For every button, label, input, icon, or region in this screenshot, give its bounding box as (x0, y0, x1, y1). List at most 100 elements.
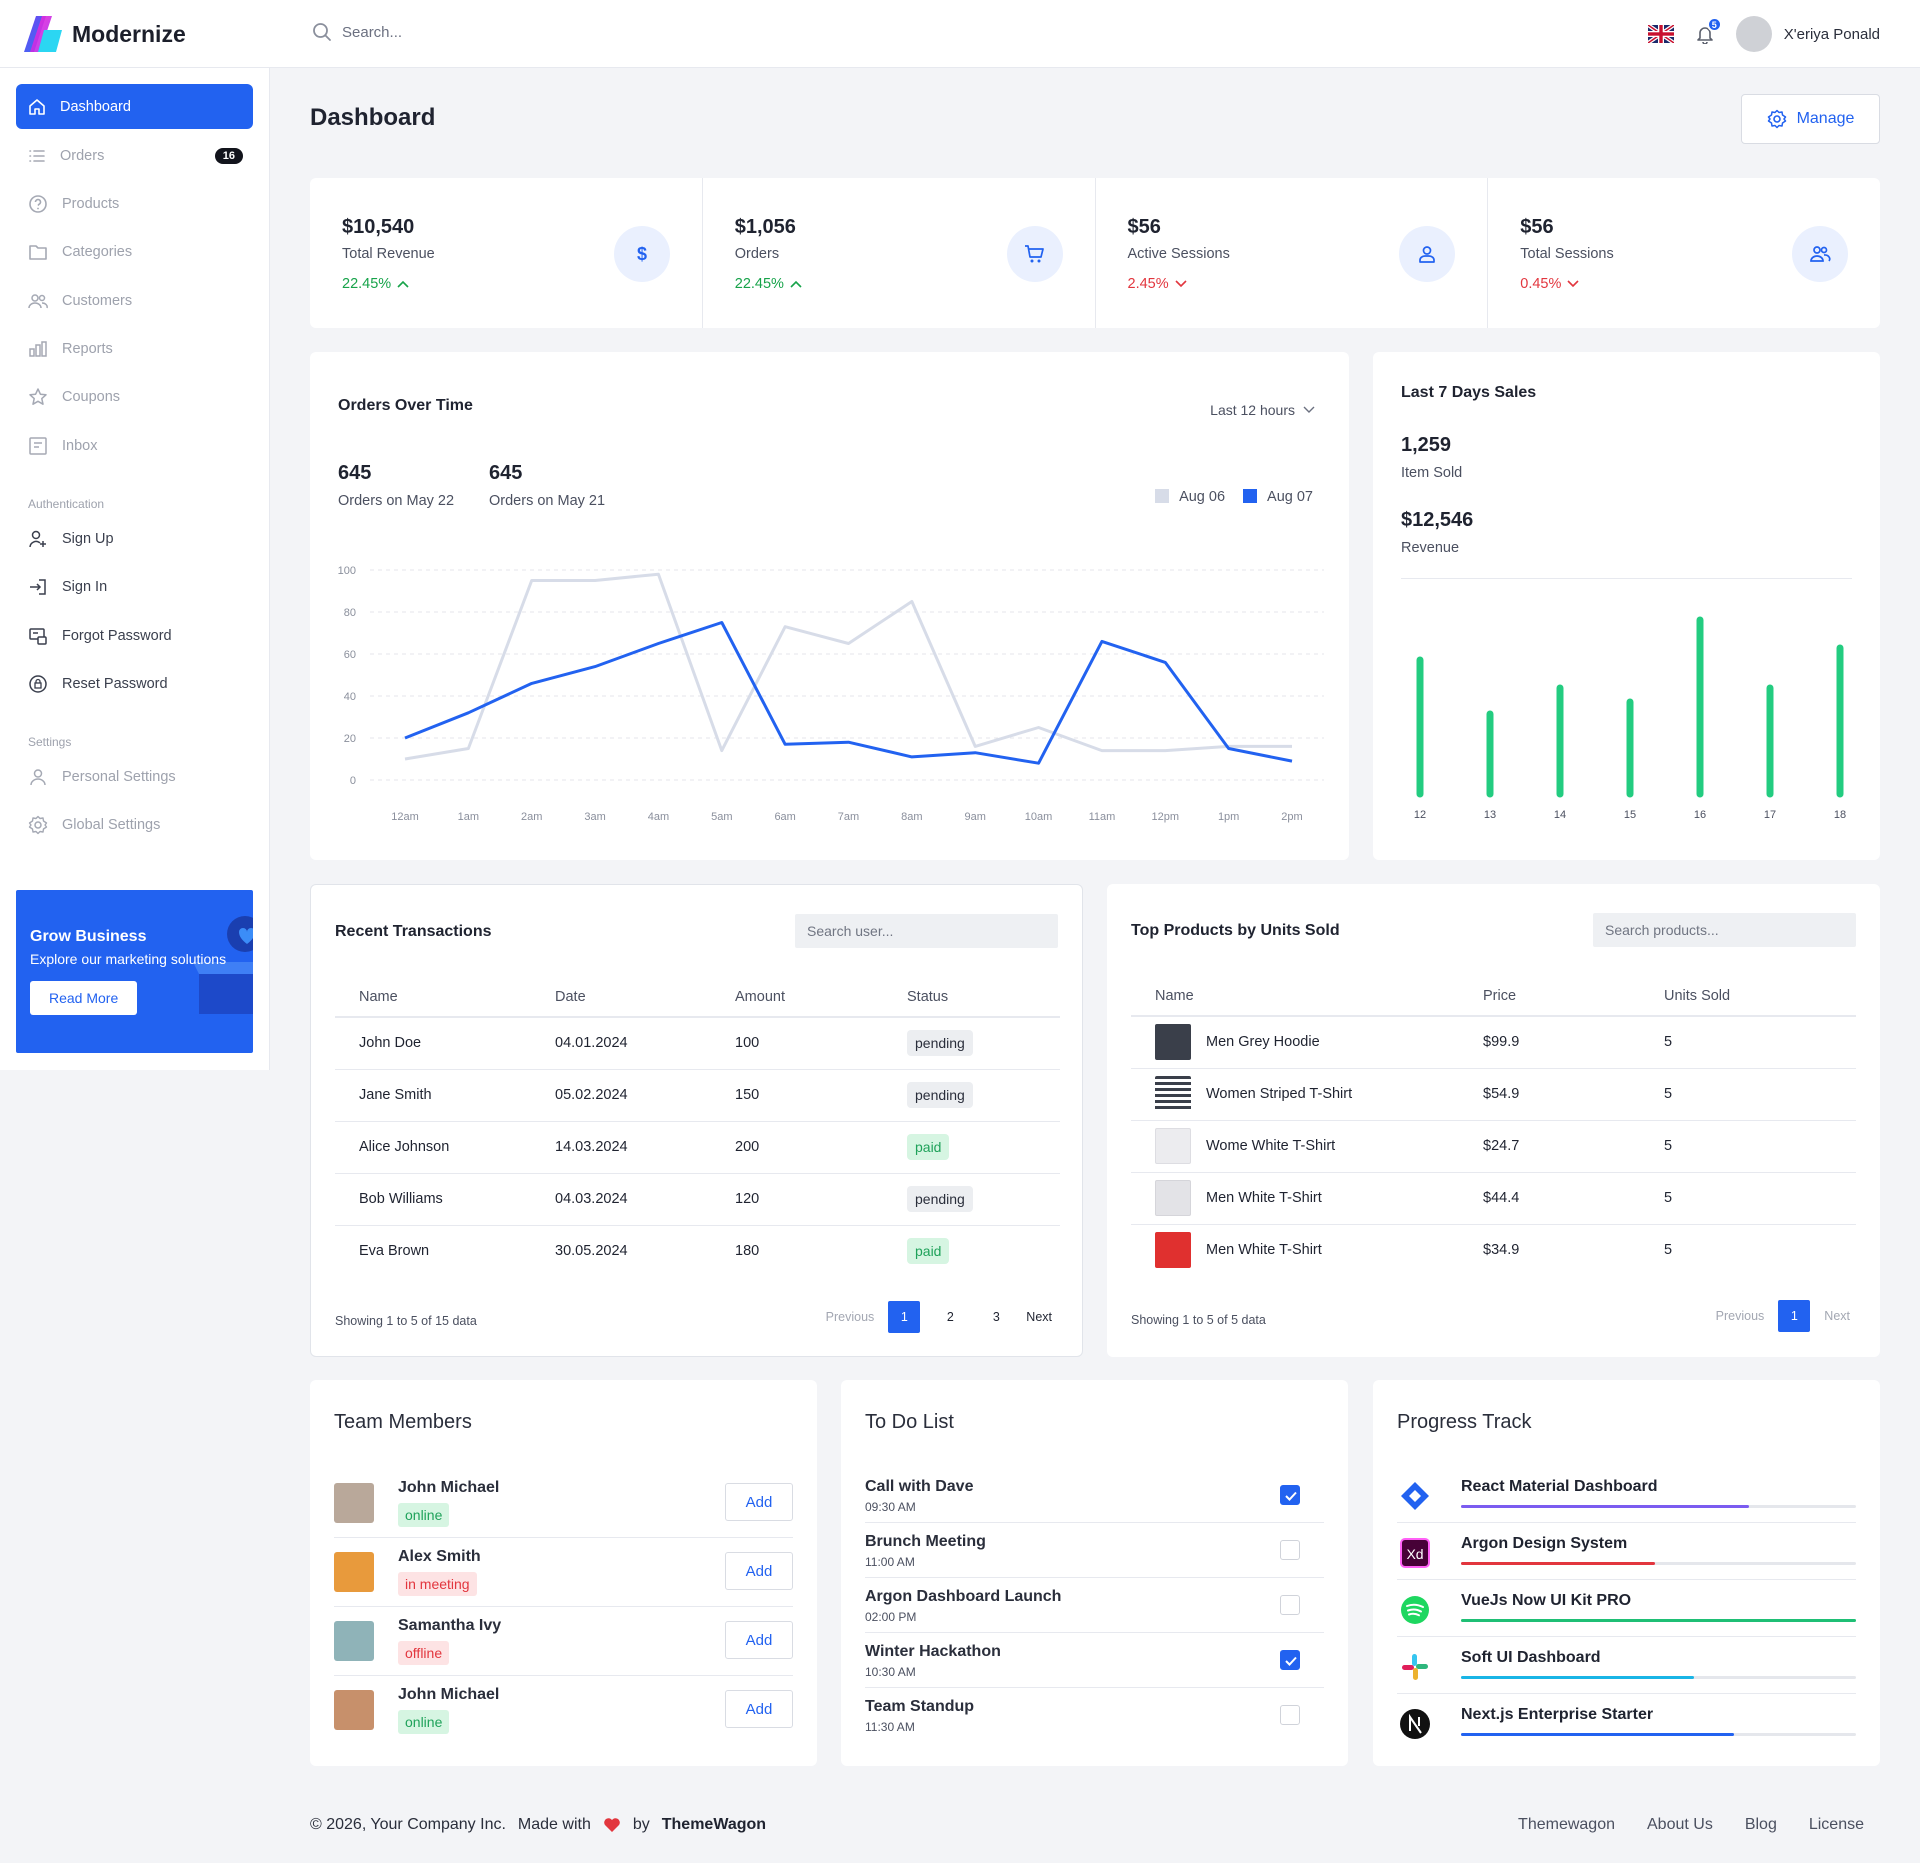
legend-item[interactable]: Aug 06 (1155, 489, 1225, 505)
user-search-input[interactable] (795, 914, 1058, 948)
cell-name: Men Grey Hoodie (1131, 1016, 1459, 1069)
read-more-button[interactable]: Read More (30, 981, 138, 1015)
chevron-down-icon (1303, 406, 1315, 413)
todo-time: 10:30 AM (865, 1665, 916, 1679)
column-header[interactable]: Price (1459, 976, 1640, 1017)
table-row[interactable]: Eva Brown 30.05.2024 180 paid (335, 1225, 1060, 1277)
nextjs-icon (1397, 1706, 1433, 1742)
uk-flag-icon[interactable] (1647, 25, 1674, 43)
sidebar-item-dashboard[interactable]: Dashboard (16, 84, 253, 129)
todo-checkbox[interactable] (1280, 1540, 1300, 1560)
x-tick-label: 12 (1414, 809, 1426, 821)
sidebar-item-inbox[interactable]: Inbox (16, 423, 253, 468)
table-row[interactable]: Men White T-Shirt $34.9 5 (1131, 1224, 1856, 1276)
product-search-input[interactable] (1593, 913, 1856, 947)
column-header[interactable]: Date (531, 977, 711, 1018)
legend-item[interactable]: Aug 07 (1243, 489, 1313, 505)
sidebar-item-reports[interactable]: Reports (16, 326, 253, 371)
cell-name: Men White T-Shirt (1131, 1224, 1459, 1276)
cell-date: 05.02.2024 (531, 1069, 711, 1122)
todo-checkbox[interactable] (1280, 1595, 1300, 1615)
promo-card: Grow Business Explore our marketing solu… (16, 890, 253, 1053)
pagination-previous[interactable]: Previous (1715, 1309, 1765, 1323)
brand[interactable]: Modernize (24, 16, 186, 52)
table-row[interactable]: Men Grey Hoodie $99.9 5 (1131, 1016, 1856, 1069)
table-row[interactable]: Wome White T-Shirt $24.7 5 (1131, 1120, 1856, 1173)
sidebar-item-sign-in[interactable]: Sign In (16, 564, 253, 609)
manage-button[interactable]: Manage (1741, 94, 1880, 144)
sidebar-item-customers[interactable]: Customers (16, 278, 253, 323)
table-row[interactable]: Alice Johnson 14.03.2024 200 paid (335, 1121, 1060, 1174)
sidebar-item-sign-up[interactable]: Sign Up (16, 516, 253, 561)
footer-link-themewagon[interactable]: Themewagon (1518, 1816, 1615, 1833)
cell-amount: 180 (735, 1243, 760, 1260)
cell-date: 04.01.2024 (531, 1017, 711, 1070)
sidebar-item-label: Customers (62, 292, 133, 309)
x-tick-label: 2pm (1281, 811, 1302, 823)
add-member-button[interactable]: Add (725, 1690, 793, 1728)
sidebar-item-coupons[interactable]: Coupons (16, 374, 253, 419)
project-name: Next.js Enterprise Starter (1461, 1706, 1654, 1723)
column-header[interactable]: Name (335, 977, 531, 1018)
x-tick-label: 16 (1694, 809, 1706, 821)
pagination-next[interactable]: Next (1026, 1310, 1052, 1324)
sidebar-item-label: Dashboard (60, 98, 131, 115)
add-member-button[interactable]: Add (725, 1552, 793, 1590)
sidebar-item-global-settings[interactable]: Global Settings (16, 802, 253, 847)
pagination-page[interactable]: 2 (946, 1310, 954, 1324)
sign-in-icon (30, 578, 46, 595)
pagination-previous[interactable]: Previous (825, 1310, 875, 1324)
product-thumbnail (1155, 1232, 1191, 1269)
footer-brand-link[interactable]: ThemeWagon (661, 1816, 767, 1833)
cell-status: pending (883, 1069, 1060, 1122)
todo-checkbox[interactable] (1280, 1650, 1300, 1670)
search-input[interactable] (342, 23, 662, 41)
column-header[interactable]: Status (883, 977, 1060, 1018)
table-row[interactable]: Men White T-Shirt $44.4 5 (1131, 1172, 1856, 1225)
pagination-page[interactable]: 3 (992, 1310, 1000, 1324)
status-badge: pending (907, 1082, 973, 1108)
todo-time: 02:00 PM (865, 1610, 917, 1624)
pagination-page[interactable]: 1 (888, 1301, 921, 1333)
table-row[interactable]: Bob Williams 04.03.2024 120 pending (335, 1173, 1060, 1226)
sidebar-item-categories[interactable]: Categories (16, 229, 253, 274)
cell-status: pending (883, 1173, 1060, 1226)
user-name[interactable]: X'eriya Ponald (1783, 25, 1880, 43)
member-name: Alex Smith (398, 1548, 481, 1565)
sidebar-item-forgot-password[interactable]: Forgot Password (16, 613, 253, 658)
range-dropdown[interactable]: Last 12 hours (1210, 402, 1315, 418)
global-search[interactable] (312, 22, 662, 42)
footer-link-blog[interactable]: Blog (1744, 1816, 1777, 1833)
team-member-row: Samantha Ivy offline Add (334, 1607, 793, 1676)
todo-checkbox[interactable] (1280, 1705, 1300, 1725)
status-badge: in meeting (398, 1572, 477, 1596)
add-member-button[interactable]: Add (725, 1621, 793, 1659)
column-header[interactable]: Name (1131, 976, 1459, 1017)
x-tick-label: 13 (1484, 809, 1496, 821)
user-avatar[interactable] (1735, 16, 1772, 52)
footer-link-about-us[interactable]: About Us (1647, 1816, 1713, 1833)
pagination-next[interactable]: Next (1824, 1309, 1850, 1323)
table-footer-info: Showing 1 to 5 of 15 data (335, 1314, 477, 1328)
pagination-page[interactable]: 1 (1778, 1300, 1811, 1332)
spotify-icon (1397, 1592, 1433, 1628)
table-row[interactable]: Jane Smith 05.02.2024 150 pending (335, 1069, 1060, 1122)
table-row[interactable]: Women Striped T-Shirt $54.9 5 (1131, 1068, 1856, 1121)
sidebar-item-products[interactable]: Products (16, 181, 253, 226)
manage-label: Manage (1796, 110, 1855, 127)
column-header[interactable]: Units Sold (1640, 976, 1856, 1017)
logo-icon (24, 16, 62, 52)
sidebar-item-personal-settings[interactable]: Personal Settings (16, 754, 253, 799)
cell-units: 5 (1640, 1172, 1856, 1225)
sales-card-title: Last 7 Days Sales (1401, 384, 1537, 401)
sidebar-item-orders[interactable]: Orders 16 (16, 133, 253, 178)
table-row[interactable]: John Doe 04.01.2024 100 pending (335, 1017, 1060, 1070)
column-header[interactable]: Amount (711, 977, 883, 1018)
notifications-button[interactable]: 5 (1692, 17, 1722, 47)
footer-link-license[interactable]: License (1808, 1816, 1864, 1833)
promo-subtitle: Explore our marketing solutions (30, 951, 227, 967)
todo-checkbox[interactable] (1280, 1485, 1300, 1505)
sidebar-item-reset-password[interactable]: Reset Password (16, 661, 253, 706)
add-member-button[interactable]: Add (725, 1483, 793, 1521)
orders-line-chart: 100 80 60 40 20 0 12am 1am 2am 3am 4am 5am 6am 7am 8am… (338, 565, 1324, 823)
